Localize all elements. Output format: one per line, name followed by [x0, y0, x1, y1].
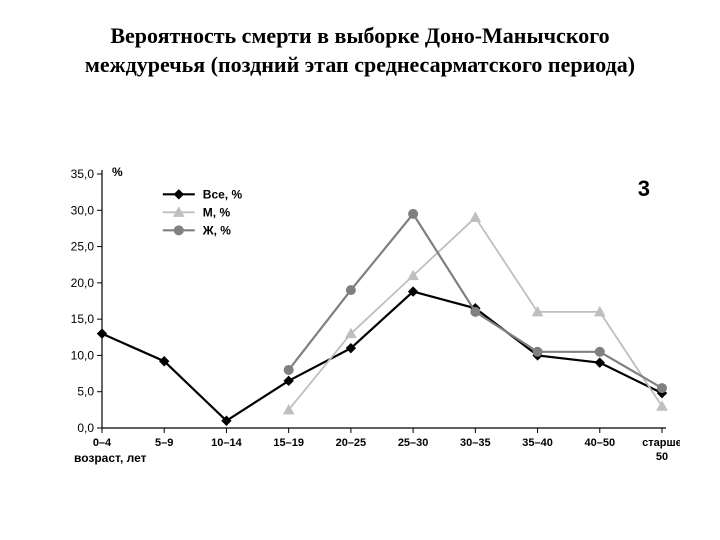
x-tick-label: 30–35: [460, 437, 491, 449]
x-tick-label: 50: [656, 451, 668, 463]
marker-circle: [595, 347, 604, 356]
marker-circle: [346, 286, 355, 295]
marker-circle: [533, 347, 542, 356]
x-tick-label: 20–25: [336, 437, 367, 449]
legend-marker: [174, 226, 183, 235]
legend-label: Все, %: [203, 187, 243, 201]
x-tick-label: 5–9: [155, 437, 173, 449]
y-tick-label: 5,0: [77, 385, 94, 399]
x-tick-label: 15–19: [273, 437, 304, 449]
y-tick-label: 25,0: [71, 240, 95, 254]
legend-label: Ж, %: [202, 223, 232, 237]
y-axis-title-label: %: [112, 165, 123, 179]
x-tick-label: 0–4: [93, 437, 112, 449]
x-tick-label: 25–30: [398, 437, 429, 449]
x-tick-label: 40–50: [584, 437, 615, 449]
y-tick-label: 10,0: [71, 348, 95, 362]
y-tick-label: 20,0: [71, 276, 95, 290]
x-axis-title: возраст, лет: [74, 451, 147, 465]
x-tick-label: 35–40: [522, 437, 553, 449]
x-tick-label: старше: [642, 437, 680, 449]
y-tick-label: 15,0: [71, 312, 95, 326]
marker-circle: [284, 365, 293, 374]
page: Вероятность смерти в выборке Доно-Манычс…: [0, 0, 720, 540]
y-tick-label: 0,0: [77, 421, 94, 435]
line-chart: 0,0 5,0 10,0 15,0 20,0 25,0 30,0 35,0% 0–4 5–9 10–…: [40, 160, 680, 480]
x-tick-label: 10–14: [211, 437, 242, 449]
marker-circle: [471, 307, 480, 316]
panel-label: 3: [638, 176, 650, 201]
marker-circle: [658, 384, 667, 393]
marker-circle: [409, 209, 418, 218]
chart-container: 0,0 5,0 10,0 15,0 20,0 25,0 30,0 35,0% 0–4 5–9 10–…: [40, 160, 680, 480]
page-title: Вероятность смерти в выборке Доно-Манычс…: [50, 22, 670, 79]
y-tick-label: 35,0: [71, 167, 95, 181]
y-tick-label: 30,0: [71, 203, 95, 217]
legend-label: М, %: [203, 205, 231, 219]
